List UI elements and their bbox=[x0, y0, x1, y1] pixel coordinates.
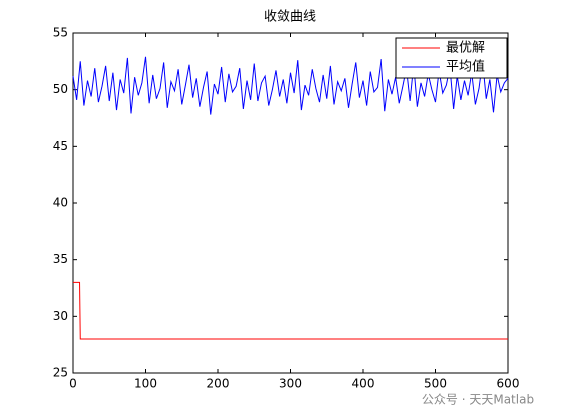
y-tick-label: 50 bbox=[53, 82, 68, 96]
x-tick-label: 0 bbox=[69, 377, 77, 391]
watermark: 公众号 · 天天Matlab bbox=[422, 393, 534, 407]
series-line bbox=[72, 56, 509, 115]
y-tick-label: 40 bbox=[53, 196, 68, 210]
y-tick-label: 35 bbox=[53, 252, 68, 266]
chart-title: 收敛曲线 bbox=[264, 9, 316, 25]
legend-label: 平均值 bbox=[446, 59, 485, 75]
x-tick-label: 300 bbox=[279, 377, 302, 391]
x-tick-label: 100 bbox=[134, 377, 157, 391]
x-tick-label: 200 bbox=[207, 377, 230, 391]
plot-area bbox=[72, 32, 509, 374]
y-tick-label: 55 bbox=[53, 26, 68, 40]
x-tick-label: 600 bbox=[497, 377, 520, 391]
legend-box bbox=[395, 37, 508, 79]
x-tick-label: 500 bbox=[424, 377, 447, 391]
legend-label: 最优解 bbox=[446, 41, 485, 56]
y-tick-label: 30 bbox=[53, 309, 68, 323]
y-tick-label: 45 bbox=[53, 139, 68, 153]
x-tick-label: 400 bbox=[352, 377, 375, 391]
y-tick-label: 25 bbox=[53, 366, 68, 380]
series-line bbox=[73, 281, 508, 340]
